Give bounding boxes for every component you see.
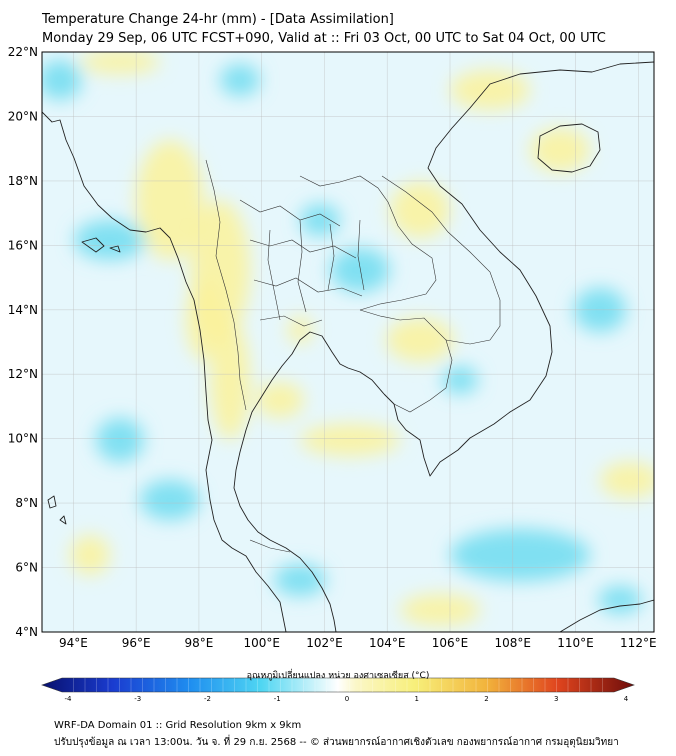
cool-anomaly-area (42, 60, 82, 100)
temperature-field (42, 52, 654, 632)
colorbar-tick-label: -2 (204, 695, 211, 703)
longitude-label: 102°E (306, 636, 343, 650)
warm-anomaly-area (530, 128, 590, 172)
warm-anomaly-area (70, 535, 110, 575)
latitude-label: 20°N (8, 109, 38, 123)
gulf-of-thailand-coast (233, 331, 385, 632)
cool-anomaly-area (96, 418, 144, 462)
longitude-label: 96°E (122, 636, 151, 650)
colorbar-tick-label: -3 (134, 695, 141, 703)
latitude-label: 4°N (15, 625, 38, 639)
longitude-label: 106°E (432, 636, 469, 650)
credits: ปรับปรุงข้อมูล ณ เวลา 13:00น. วัน จ. ที่… (54, 737, 619, 748)
colorbar-tick-label: 1 (415, 695, 419, 703)
cool-anomaly-area (300, 204, 340, 236)
colorbar-tick-label: 3 (554, 695, 558, 703)
myanmar-islands (81, 237, 121, 253)
map-subtitle: Monday 29 Sep, 06 UTC FCST+090, Valid at… (42, 31, 606, 46)
colorbar-title: อุณหภูมิเปลี่ยนแปลง หน่วย องศาเซลเซียส (… (246, 671, 430, 681)
colorbar-tick-label: -4 (65, 695, 73, 703)
longitude-labels: 94°E 96°E 98°E 100°E 102°E 104°E 106°E 108°E 110… (59, 636, 657, 650)
warm-anomaly-area (390, 182, 450, 238)
longitude-label: 94°E (59, 636, 88, 650)
warm-anomaly-area (600, 462, 654, 498)
latitude-label: 10°N (8, 432, 38, 446)
warm-anomaly-area (450, 70, 530, 110)
colorbar-tick-label: 2 (484, 695, 488, 703)
cool-anomaly-area (140, 480, 200, 520)
borneo-coast (559, 599, 654, 632)
cool-anomaly-area (74, 220, 146, 260)
coastlines (42, 61, 654, 632)
model-info: WRF-DA Domain 01 :: Grid Resolution 9km … (54, 720, 302, 731)
colorbar-bar (41, 677, 635, 693)
latitude-label: 6°N (15, 561, 38, 575)
colorbar-tick-label: -1 (274, 695, 281, 703)
cool-anomaly-area (442, 366, 478, 394)
warm-anomaly-area (80, 52, 160, 74)
cool-anomaly-area (274, 564, 326, 596)
warm-anomaly-area (186, 280, 222, 360)
myanmar-west-coast (42, 111, 287, 632)
longitude-label: 112°E (620, 636, 657, 650)
latitude-label: 8°N (15, 496, 38, 510)
warm-anomaly-area (400, 594, 480, 626)
cool-anomaly-area (330, 248, 390, 292)
andaman-islands (47, 495, 67, 525)
country-borders (205, 159, 501, 553)
latitude-label: 14°N (8, 303, 38, 317)
map-frame (41, 51, 655, 633)
cool-anomaly-area (220, 64, 260, 96)
latitude-labels: 22°N 20°N 18°N 16°N 14°N 12°N 10°N 8°N 6°N 4°N (8, 45, 38, 639)
map-title: Temperature Change 24-hr (mm) - [Data As… (42, 12, 394, 27)
cool-anomaly-area (598, 586, 642, 614)
latitude-label: 12°N (8, 367, 38, 381)
colorbar: -4 -3 -2 -1 0 1 2 3 4 (41, 677, 635, 703)
longitude-label: 98°E (184, 636, 213, 650)
longitude-label: 108°E (495, 636, 532, 650)
warm-anomaly-area (210, 320, 250, 440)
longitude-label: 100°E (243, 636, 280, 650)
longitude-label: 110°E (557, 636, 594, 650)
latitude-label: 22°N (8, 45, 38, 59)
latitude-label: 18°N (8, 174, 38, 188)
latitude-label: 16°N (8, 238, 38, 252)
warm-anomaly-area (288, 316, 312, 344)
cool-anomaly-area (450, 529, 590, 581)
warm-anomaly-area (300, 424, 400, 456)
vietnam-coast (383, 61, 654, 477)
colorbar-tick-label: 4 (624, 695, 629, 703)
warm-anomaly-area (386, 318, 454, 362)
colorbar-tick-label: 0 (345, 695, 349, 703)
hainan-island (537, 123, 601, 173)
warm-anomaly-area (256, 382, 304, 418)
longitude-label: 104°E (369, 636, 406, 650)
